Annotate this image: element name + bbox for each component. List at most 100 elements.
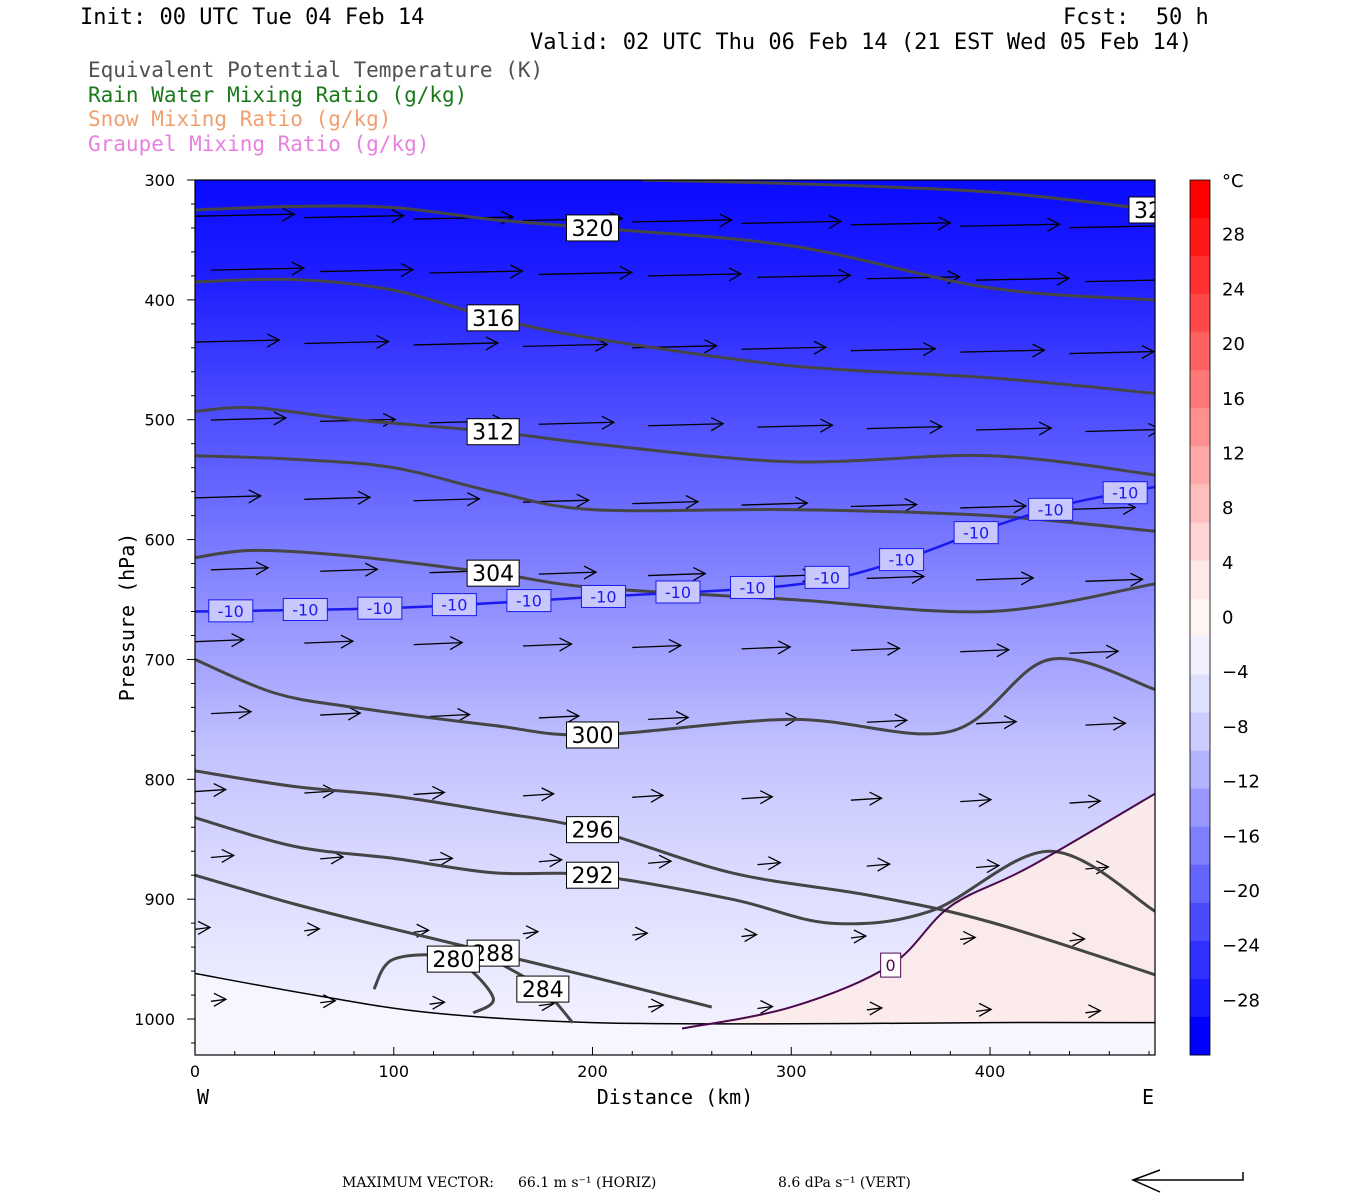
wind-vector-head [583,565,598,580]
isotherm-label-zero: 0 [880,952,902,978]
legend-rain-water: Rain Water Mixing Ratio (g/kg) [88,83,468,107]
wind-vector-head [962,930,977,946]
wind-vector [538,715,579,719]
warm-region [681,793,1155,1055]
wind-vector [413,641,463,646]
x-tick-label: 100 [378,1062,409,1081]
wind-vector [866,575,924,580]
wind-vector-head [566,709,581,724]
wind-vector-head [1032,343,1046,358]
colorbar-tick-label: 24 [1222,279,1245,300]
isotherm-label-minus-ten: -10 [730,575,776,599]
wind-vector [1069,225,1155,229]
theta-e-contour-308 [195,454,1155,533]
wind-vector [320,1000,336,1004]
colorbar-swatch [1190,636,1210,676]
wind-vector-head [813,340,828,355]
x-left-direction: W [197,1085,210,1109]
wind-vector [757,1005,773,1010]
wind-vector [522,343,608,348]
wind-vector [195,213,295,217]
wind-vector-head [619,265,634,281]
colorbar-swatch [1190,864,1210,904]
wind-vector [850,222,951,226]
wind-vector [210,710,251,715]
wind-vector [304,928,320,932]
colorbar-swatch [1190,826,1210,866]
wind-vector-head [248,489,263,504]
wind-vector-head [541,787,556,802]
theta-e-label-312: 312 [466,418,520,446]
wind-vector [866,719,907,723]
colorbar-frame [1189,179,1211,1056]
wind-vector-head [744,927,758,943]
wind-vector-head [467,492,481,507]
wind-vector-head [601,415,616,430]
wind-vector [960,505,1026,509]
wind-vector-head [887,641,901,656]
theta-e-label-324: 324 [1128,196,1155,224]
colorbar-swatch [1190,978,1210,1018]
wind-vector [195,639,244,643]
theta-e-label-300: 300 [566,721,620,749]
colorbar-swatch [1190,902,1210,942]
wind-vector-head [485,336,500,351]
wind-vector [976,721,1017,725]
wind-vector [320,268,414,273]
colorbar-tick-label: −16 [1222,826,1260,847]
wind-vector [632,500,699,505]
legend-graupel: Graupel Mixing Ratio (g/kg) [88,132,430,156]
isotherm-label-minus-ten: -10 [431,593,477,617]
wind-vector-head [1088,1004,1102,1019]
wind-vector-head [221,848,236,864]
wind-vector-head [255,561,270,576]
colorbar-swatch [1190,294,1210,333]
isotherm-label-minus-ten: -10 [357,596,403,620]
legend-theta-e: Equivalent Potential Temperature (K) [88,58,544,82]
wind-vector [413,929,429,933]
wind-vector [210,854,234,859]
wind-vector-head [853,929,868,944]
wind-vector-head [668,638,683,654]
colorbar-tick-label: −28 [1222,990,1260,1011]
wind-vector [195,788,226,793]
wind-vector-head [1013,499,1028,514]
theta-e-contour-296 [195,769,1155,977]
wind-vector-head [894,713,909,728]
wind-vector [522,931,539,935]
wind-vector [195,339,280,343]
colorbar-tick-label: 8 [1222,498,1233,519]
wind-vector-head [911,569,926,584]
wind-vector [866,1007,882,1011]
wind-vector-head [449,636,464,651]
svg-text:-10: -10 [516,592,542,611]
wind-vector [976,277,1069,281]
wind-vector-head [525,925,540,940]
theta-e-label-280: 280 [426,945,480,973]
colorbar-swatch [1190,408,1210,447]
wind-vector [413,216,513,220]
wind-vector-head [634,926,649,941]
wind-vector-head [1148,422,1155,438]
wind-vector [648,716,689,721]
wind-vector [538,1002,554,1007]
wind-vector-head [685,495,700,510]
theta-e-contour-316 [195,277,1155,395]
wind-vector [429,857,453,861]
colorbar-swatch [1190,940,1210,980]
wind-vector [538,271,632,276]
wind-vector [320,568,378,572]
wind-vector-head [213,992,228,1007]
colorbar-unit: °C [1222,171,1244,192]
isotherm-zero [681,792,1155,1030]
wind-vector [648,572,706,577]
svg-text:-10: -10 [665,583,691,602]
svg-text:304: 304 [472,562,514,587]
wind-vector-head [400,262,415,278]
wind-vector [632,644,681,649]
wind-vector-head [391,209,405,224]
wind-vector-head [1113,716,1127,731]
wind-vector-head [1141,344,1155,360]
wind-vector-head [357,490,372,505]
